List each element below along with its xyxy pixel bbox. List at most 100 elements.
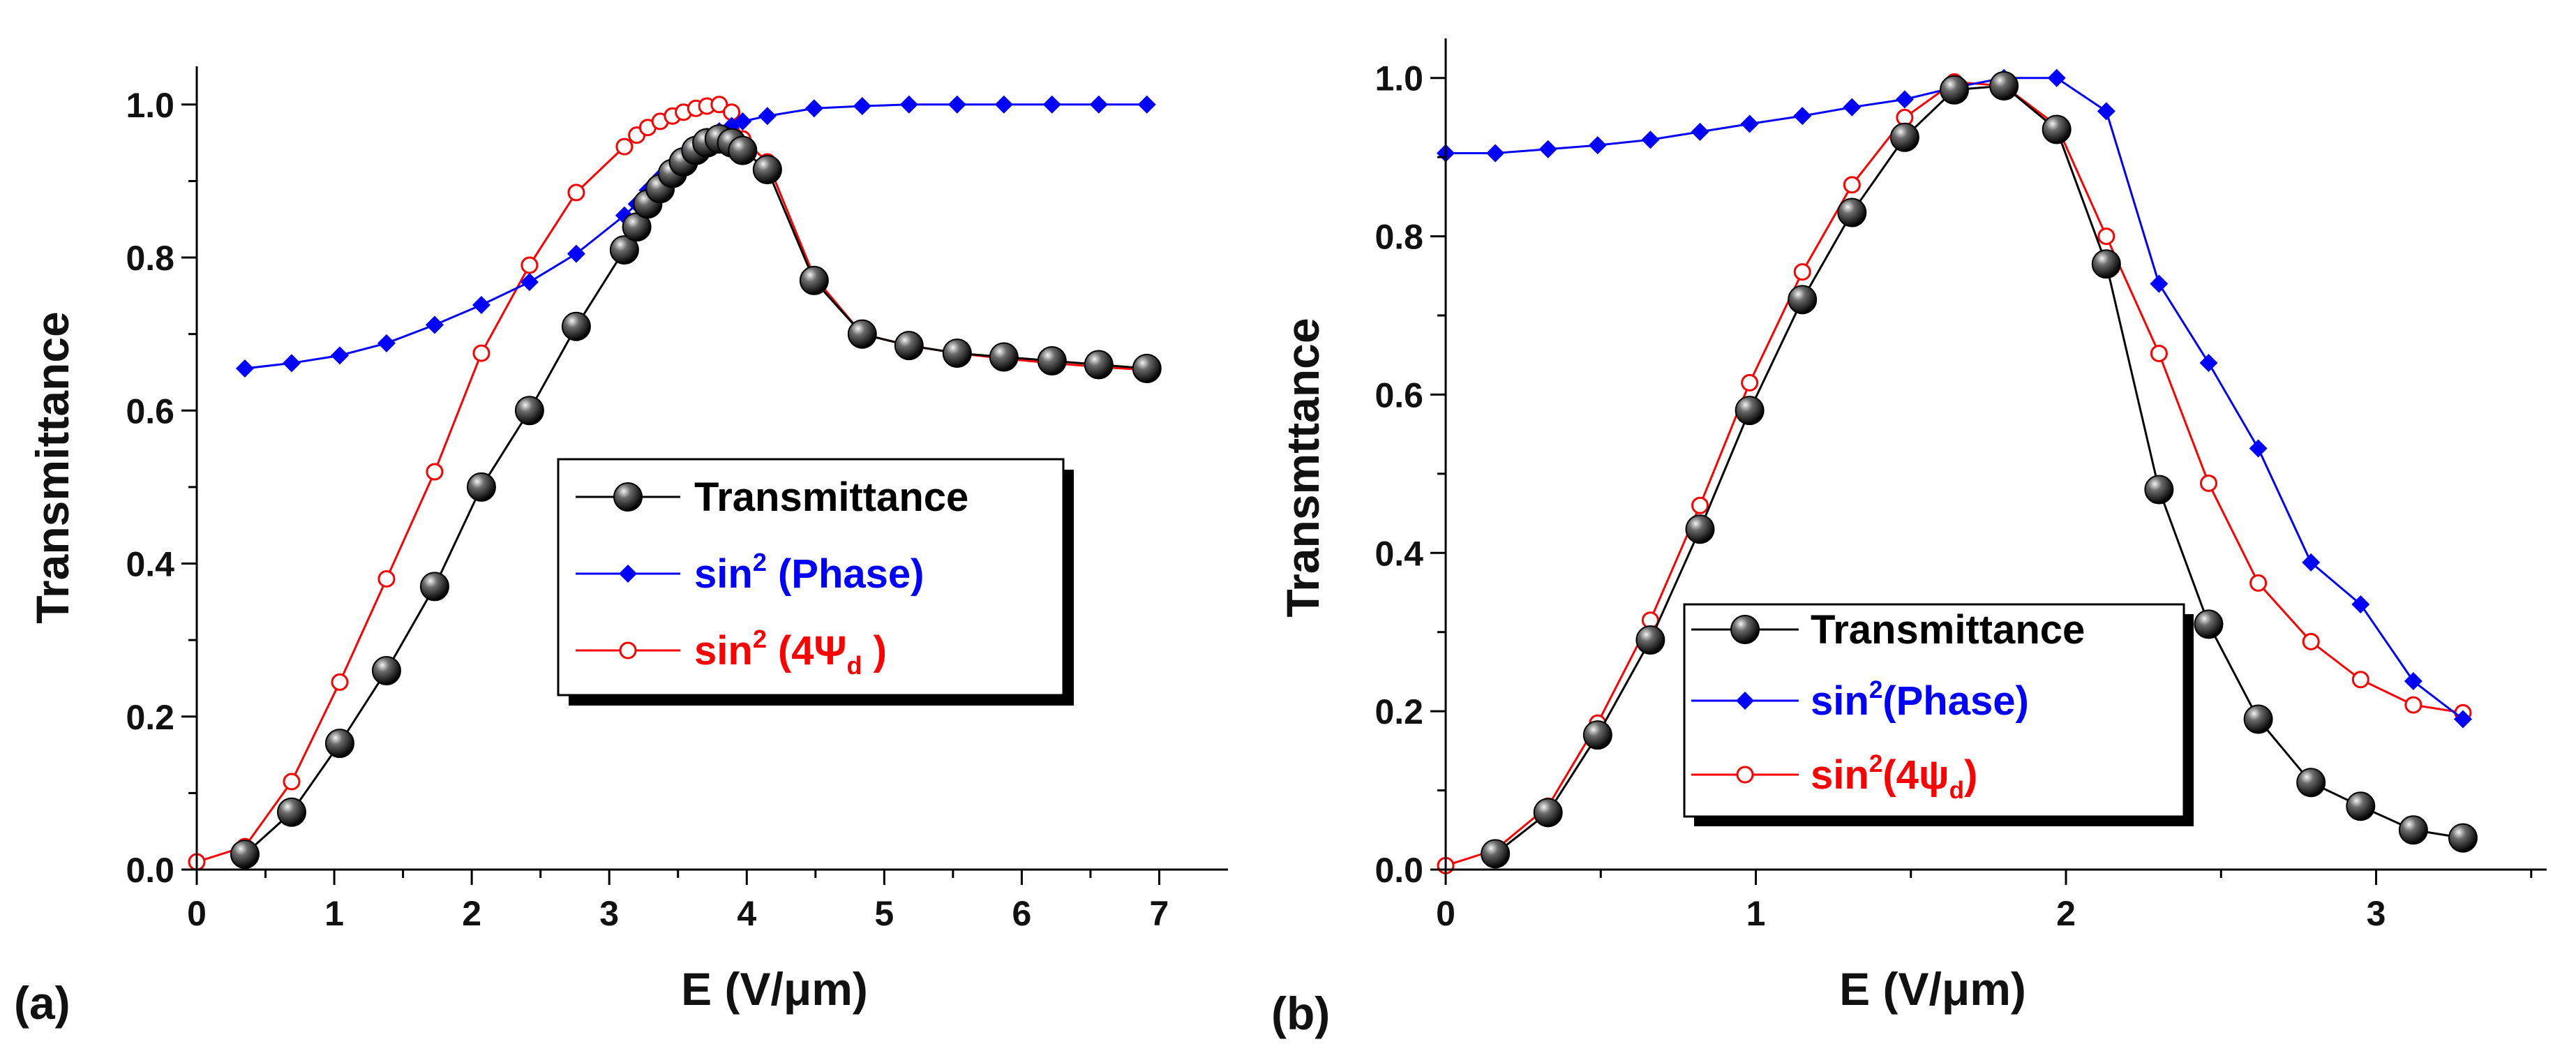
data-point [1089, 95, 1108, 114]
data-point [472, 296, 491, 315]
legend-b: Transmittance sin2(Phase) sin2(4ψd) [1683, 603, 2194, 826]
panel-label-a: (a) [14, 977, 70, 1029]
data-point [514, 396, 544, 426]
data-point [2346, 791, 2376, 821]
data-point [1939, 75, 1969, 105]
legend-marker [619, 565, 637, 583]
data-point [1582, 720, 1612, 750]
data-point [2404, 672, 2423, 691]
series-diamond [235, 95, 1156, 378]
data-point [1895, 90, 1914, 109]
x-tick-label: 1 [1746, 894, 1766, 933]
legend-label: sin2 (4Ψd ) [694, 625, 887, 680]
y-tick-label: 1.0 [126, 86, 174, 125]
series-layer-b [1437, 68, 2478, 874]
y-tick-label: 0.4 [1375, 534, 1423, 573]
data-point [1137, 95, 1156, 114]
data-point [1843, 176, 1861, 194]
data-point [942, 338, 972, 368]
data-point [1735, 396, 1765, 426]
series-sphere [1481, 71, 2478, 869]
y-tick-label: 0.2 [1375, 692, 1423, 731]
legend-box [1683, 603, 2185, 818]
data-point [472, 344, 491, 362]
y-tick-label: 0.8 [1375, 218, 1423, 257]
data-point [1788, 285, 1818, 315]
data-point [1691, 496, 1709, 514]
data-point [1741, 373, 1759, 392]
series-layer-a [188, 95, 1162, 871]
data-point [989, 342, 1019, 372]
data-point [2249, 574, 2268, 592]
data-point [276, 797, 306, 827]
data-point [1889, 122, 1919, 152]
data-point [377, 569, 396, 588]
data-point [2199, 354, 2218, 373]
data-point [1132, 353, 1162, 383]
legend-marker [1730, 615, 1760, 644]
y-tick-label: 0.8 [126, 239, 174, 278]
data-point [2448, 823, 2478, 853]
x-tick-label: 3 [2367, 894, 2386, 933]
y-tick-label: 0.4 [126, 545, 174, 584]
x-axis-label-b: E (V/μm) [1839, 963, 2026, 1015]
data-point [1837, 198, 1867, 228]
legend-marker [619, 641, 637, 660]
data-point [230, 840, 260, 870]
axes-a: 0 1 2 3 4 5 6 7 0.0 0.2 0.4 0.6 0.8 1.0 [126, 66, 1228, 933]
data-point [282, 354, 301, 373]
data-point [1084, 350, 1114, 380]
y-tick-label: 0.0 [1375, 851, 1423, 890]
data-point [1740, 114, 1759, 133]
data-point [2296, 768, 2326, 798]
data-point [2243, 704, 2273, 734]
legend-label: sin2(Phase) [1811, 676, 2029, 724]
data-point [609, 235, 639, 265]
data-point [994, 95, 1013, 114]
x-tick-label: 2 [2056, 894, 2076, 933]
data-point [1793, 263, 1811, 281]
data-point [2453, 710, 2472, 729]
data-point [1989, 71, 2019, 101]
y-tick-label: 0.6 [126, 392, 174, 431]
data-point [331, 673, 349, 691]
data-point [330, 346, 349, 365]
data-point [1533, 798, 1563, 828]
data-point [804, 99, 823, 118]
data-point [419, 572, 449, 602]
data-point [2199, 474, 2217, 492]
data-point [2097, 228, 2116, 246]
data-point [1641, 131, 1660, 149]
y-axis-label-b: Transmttance [1277, 318, 1328, 617]
data-point [899, 95, 918, 114]
data-point [371, 655, 401, 685]
data-point [733, 112, 752, 131]
y-tick-label: 0.2 [126, 698, 174, 737]
data-point [1538, 140, 1557, 158]
y-tick-label: 1.0 [1375, 59, 1423, 98]
data-point [1588, 136, 1607, 155]
data-point [1486, 144, 1505, 163]
legend-label: Transmittance [694, 475, 968, 520]
data-point [567, 184, 585, 202]
x-tick-label: 4 [737, 894, 756, 933]
legend-label: sin2 (Phase) [694, 548, 924, 597]
data-point [466, 472, 496, 502]
data-point [2249, 439, 2268, 458]
data-point [520, 273, 539, 292]
x-tick-label: 5 [874, 894, 894, 933]
data-point [2150, 274, 2169, 293]
data-point [2302, 553, 2321, 572]
data-point [235, 359, 254, 378]
data-point [2302, 632, 2320, 650]
x-tick-label: 2 [462, 894, 481, 933]
data-point [2194, 609, 2224, 639]
y-tick-label: 0.6 [1375, 375, 1423, 415]
data-point [425, 315, 444, 334]
data-point [710, 96, 728, 114]
y-axis-label-a: Transmittance [27, 311, 78, 624]
data-point [752, 154, 782, 184]
legend-marker [1736, 766, 1754, 784]
data-point [2351, 671, 2369, 689]
data-point [324, 729, 354, 759]
